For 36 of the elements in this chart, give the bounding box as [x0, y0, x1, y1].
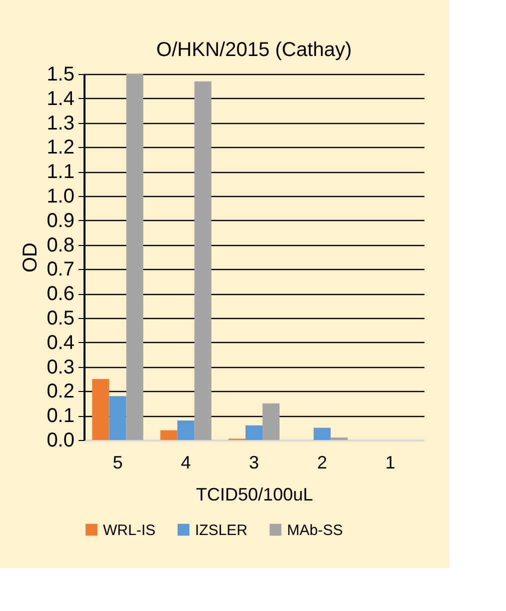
y-tick-label: 0.5	[46, 308, 74, 330]
chart-title: O/HKN/2015 (Cathay)	[156, 39, 352, 61]
bar	[160, 430, 178, 440]
y-tick-label: 1.2	[46, 136, 74, 159]
y-tick-label: 1.3	[46, 112, 74, 134]
bar	[245, 425, 263, 440]
y-tick-label: 1.4	[46, 88, 74, 110]
y-tick-label: 0.9	[46, 210, 74, 232]
x-tick-label: 1	[385, 452, 396, 472]
x-axis-title: TCID50/100uL	[196, 484, 314, 504]
bar	[314, 428, 331, 440]
y-tick-label: 0.1	[46, 405, 74, 428]
y-tick-label: 1.5	[46, 64, 74, 86]
y-tick-label: 0.0	[46, 430, 74, 452]
bar	[262, 403, 280, 440]
bar	[194, 81, 212, 440]
y-tick-label: 0.7	[46, 258, 74, 281]
legend-label: WRL-IS	[103, 522, 156, 539]
x-tick-label: 4	[180, 452, 191, 472]
y-axis-title: OD	[20, 242, 42, 272]
y-tick-label: 1.0	[46, 186, 74, 208]
y-tick-label: 1.1	[46, 161, 74, 184]
x-tick-label: 3	[248, 452, 260, 472]
bar	[92, 379, 110, 440]
bar	[126, 74, 144, 440]
y-tick-label: 0.4	[46, 332, 74, 354]
x-tick-label: 2	[317, 452, 328, 472]
bar	[177, 420, 194, 440]
x-tick-label: 5	[112, 452, 123, 472]
y-tick-label: 0.2	[46, 380, 74, 403]
y-tick-label: 0.8	[46, 234, 74, 256]
legend-label: IZSLER	[195, 522, 248, 539]
bar	[109, 396, 126, 440]
legend-label: MAb-SS	[287, 522, 343, 539]
y-tick-label: 0.6	[46, 283, 74, 306]
y-tick-label: 0.3	[46, 356, 74, 378]
